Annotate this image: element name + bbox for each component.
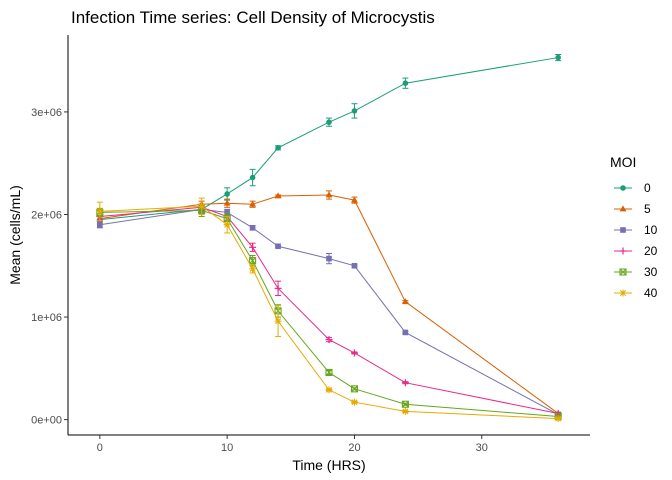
series-line-moi-20 (99, 206, 559, 414)
legend-key-marker (619, 247, 627, 255)
data-point (351, 262, 358, 269)
data-point (326, 255, 332, 262)
x-axis-ticks: 0 10 20 30 (97, 435, 488, 454)
data-point (351, 196, 358, 203)
data-point (350, 349, 358, 357)
series-line-moi-5 (99, 194, 559, 414)
data-point (351, 108, 358, 114)
data-point (401, 400, 409, 408)
data-point (402, 329, 409, 336)
data-point (249, 174, 256, 181)
data-point (97, 221, 103, 228)
x-tick-label: 0 (97, 442, 103, 454)
chart-title: Infection Time series: Cell Density of M… (71, 8, 435, 27)
x-tick-label: 10 (221, 442, 233, 454)
legend-item-moi-40: 40 (614, 286, 658, 300)
data-point (555, 54, 561, 61)
data-point (249, 243, 257, 251)
legend-items: 0 5 10 20 30 40 (614, 181, 658, 300)
legend-item-moi-30: 30 (614, 265, 658, 279)
legend-key-marker (619, 289, 627, 297)
y-axis-ticks: 0e+00 1e+06 2e+06 3e+06 (31, 107, 68, 427)
data-point (274, 317, 282, 325)
data-point (198, 202, 206, 210)
data-point (224, 191, 230, 197)
data-point (249, 265, 257, 273)
data-point (554, 415, 562, 423)
plot-series (96, 53, 562, 423)
data-point (275, 145, 281, 151)
y-tick-label: 2e+06 (31, 209, 62, 221)
x-tick-label: 30 (476, 442, 488, 454)
data-point (249, 225, 256, 231)
data-point (401, 407, 409, 415)
data-point (350, 398, 358, 406)
legend-key-marker (620, 185, 626, 191)
legend: MOI 0 5 10 20 30 40 (610, 154, 658, 300)
legend-item-moi-10: 10 (614, 223, 658, 237)
series-moi-10 (96, 205, 562, 418)
series-moi-20 (96, 203, 562, 417)
series-moi-5 (96, 190, 562, 416)
axes: 0e+00 1e+06 2e+06 3e+06 0 10 20 30 (31, 35, 590, 454)
legend-label: 20 (644, 244, 658, 258)
data-point (325, 191, 333, 198)
legend-title: MOI (610, 154, 636, 170)
legend-label: 40 (644, 286, 658, 300)
data-point (350, 385, 359, 393)
legend-item-moi-0: 0 (614, 181, 651, 195)
data-point (249, 257, 257, 265)
legend-label: 30 (644, 265, 658, 279)
y-tick-label: 1e+06 (31, 312, 62, 324)
data-point (275, 243, 281, 250)
data-point (274, 192, 282, 199)
y-axis-label: Mean (cells/mL) (7, 185, 23, 285)
legend-label: 5 (644, 202, 651, 216)
x-axis-label: Time (HRS) (292, 457, 365, 473)
y-tick-label: 0e+00 (31, 415, 62, 427)
data-point (96, 207, 104, 215)
data-point (274, 284, 282, 292)
legend-key-marker (619, 205, 627, 212)
y-tick-label: 3e+06 (31, 107, 62, 119)
data-point (223, 199, 231, 206)
series-moi-40 (96, 197, 562, 423)
legend-item-moi-20: 20 (614, 244, 658, 258)
data-point (326, 119, 332, 125)
data-point (325, 386, 333, 394)
legend-key-marker (620, 227, 626, 233)
data-point (401, 298, 409, 305)
data-point (325, 368, 333, 376)
data-point (223, 221, 231, 229)
data-point (249, 200, 257, 207)
data-point (401, 379, 409, 387)
data-point (325, 336, 333, 344)
x-tick-label: 20 (348, 442, 360, 454)
legend-key-marker (619, 268, 627, 276)
legend-label: 10 (644, 223, 658, 237)
series-line-moi-30 (99, 209, 559, 418)
legend-label: 0 (644, 181, 651, 195)
data-point (402, 80, 409, 87)
legend-item-moi-5: 5 (614, 202, 651, 216)
series-line-moi-10 (99, 208, 559, 415)
